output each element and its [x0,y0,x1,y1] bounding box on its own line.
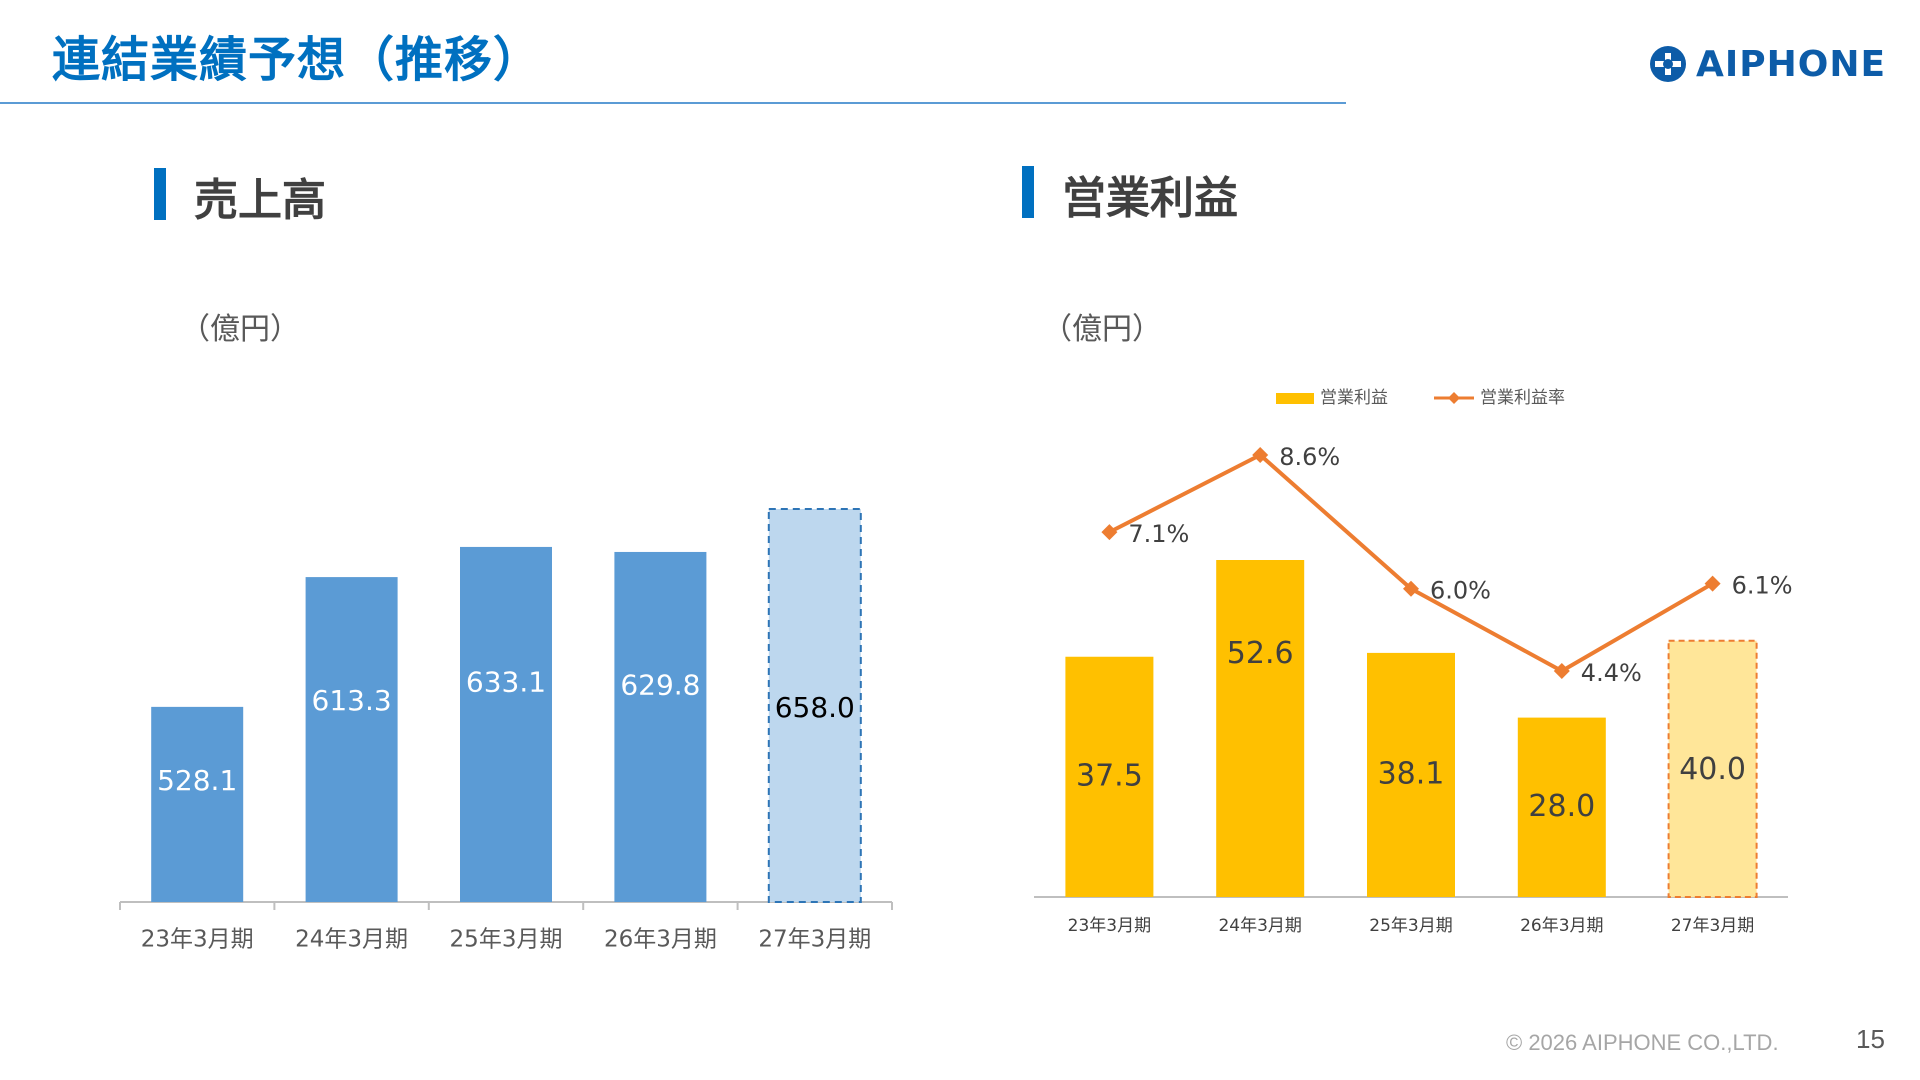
page-title: 連結業績予想（推移） [52,32,543,88]
profit-unit-label: （億円） [1042,312,1162,347]
sales-category-label: 24年3月期 [295,927,408,953]
legend-label-margin: 営業利益率 [1480,388,1565,408]
margin-point [1403,580,1419,597]
legend-label-profit: 営業利益 [1320,388,1388,408]
profit-section-marker [1022,166,1034,218]
profit-data-label: 28.0 [1528,789,1595,824]
legend-swatch-profit [1276,393,1314,404]
margin-point [1553,663,1570,679]
profit-data-label: 52.6 [1227,636,1294,671]
sales-data-label: 658.0 [775,691,855,724]
profit-data-label: 40.0 [1679,752,1746,787]
profit-heading: 営業利益 [1062,173,1238,224]
sales-bar [460,546,552,902]
profit-category-label: 27年3月期 [1671,916,1754,936]
sales-section-marker [154,168,166,220]
profit-bar [1667,639,1758,899]
sales-data-label: 629.8 [620,669,700,702]
profit-data-label: 38.1 [1378,756,1445,791]
sales-heading: 売上高 [194,175,326,226]
profit-bar [1216,560,1305,897]
page-number: 15 [1856,1024,1885,1054]
logo-mark-icon [1650,46,1686,82]
margin-data-label: 8.6% [1279,443,1340,471]
sales-category-label: 23年3月期 [141,927,254,953]
logo-text: AIPHONE [1696,43,1887,85]
legend-marker-margin [1448,392,1460,404]
profit-category-label: 23年3月期 [1068,916,1151,936]
profit-category-label: 25年3月期 [1369,916,1452,936]
sales-data-label: 528.1 [157,764,237,797]
sales-bar [767,508,862,903]
title-divider [0,102,1346,104]
copyright: © 2026 AIPHONE CO.,LTD. [1506,1030,1779,1055]
sales-bar [614,551,707,902]
profit-category-label: 24年3月期 [1218,916,1301,936]
margin-data-label: 7.1% [1128,520,1189,548]
company-logo: AIPHONE [1648,42,1886,86]
sales-unit-label: （億円） [180,312,300,347]
profit-bar [1367,652,1455,897]
margin-data-label: 6.0% [1430,577,1491,605]
sales-data-label: 613.3 [312,684,392,717]
sales-category-label: 26年3月期 [604,927,717,953]
profit-category-label: 26年3月期 [1520,916,1603,936]
profit-data-label: 37.5 [1076,758,1143,793]
margin-point [1704,575,1721,592]
sales-category-label: 25年3月期 [450,927,563,953]
profit-bar [1517,717,1606,897]
sales-category-label: 27年3月期 [758,927,871,953]
margin-data-label: 4.4% [1581,659,1642,687]
margin-data-label: 6.1% [1732,572,1793,600]
margin-point [1101,524,1118,541]
sales-bar [305,577,398,902]
sales-data-label: 633.1 [466,666,546,699]
margin-point [1252,447,1269,463]
profit-bar [1065,656,1154,897]
sales-bar [151,706,244,902]
margin-line [1108,453,1714,673]
